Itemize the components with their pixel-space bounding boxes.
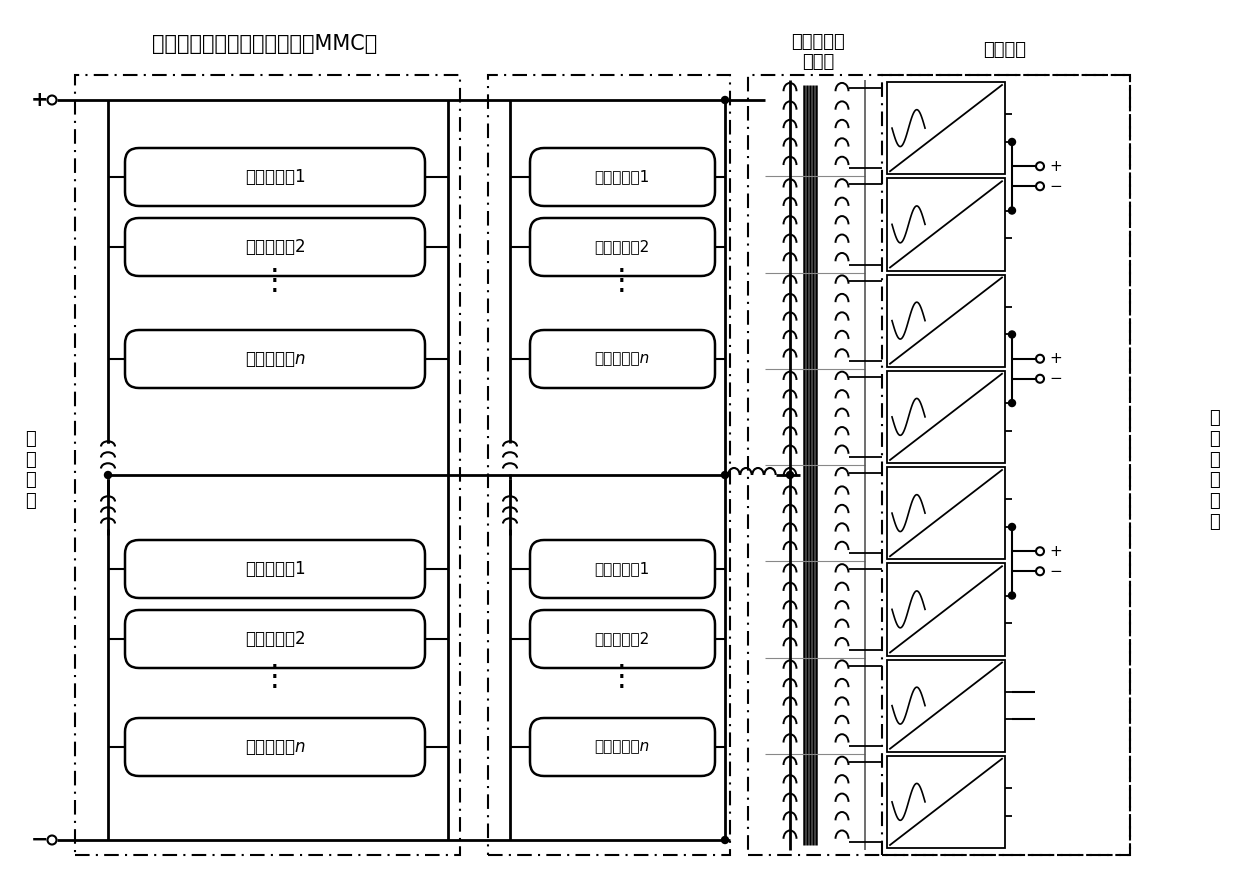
Text: ·: ·: [618, 673, 626, 703]
Circle shape: [786, 471, 794, 478]
FancyBboxPatch shape: [529, 330, 715, 388]
Text: ·: ·: [270, 258, 280, 286]
Text: ·: ·: [270, 277, 280, 307]
Circle shape: [1008, 592, 1016, 599]
Bar: [748, 75, 1130, 855]
Bar: [887, 659, 1004, 751]
Bar: [882, 75, 1130, 855]
FancyBboxPatch shape: [125, 148, 425, 206]
Text: 储能子模块2: 储能子模块2: [594, 239, 650, 254]
Text: ·: ·: [618, 664, 626, 693]
FancyBboxPatch shape: [529, 218, 715, 276]
Bar: [489, 75, 730, 855]
Text: −: −: [31, 830, 48, 850]
Bar: [887, 275, 1004, 367]
Bar: [887, 563, 1004, 656]
Text: 储能子模块2: 储能子模块2: [594, 632, 650, 647]
Circle shape: [1008, 400, 1016, 407]
FancyBboxPatch shape: [125, 330, 425, 388]
FancyBboxPatch shape: [125, 540, 425, 598]
Text: 储能型模块化多电平变换器（MMC）: 储能型模块化多电平变换器（MMC）: [153, 34, 378, 54]
Text: +: +: [31, 90, 48, 110]
Text: 储能子模块1: 储能子模块1: [244, 168, 305, 186]
Bar: [887, 756, 1004, 848]
Circle shape: [722, 97, 729, 104]
Text: +: +: [1049, 159, 1061, 174]
Text: ·: ·: [270, 664, 280, 693]
Text: −: −: [1049, 563, 1061, 579]
Text: 多
路
低
压
直
流: 多 路 低 压 直 流: [1210, 409, 1220, 531]
Text: ·: ·: [618, 277, 626, 307]
Text: ·: ·: [618, 268, 626, 297]
Text: ·: ·: [618, 654, 626, 682]
Text: 储能子模块n: 储能子模块n: [244, 738, 305, 756]
Text: 储能子模块n: 储能子模块n: [594, 352, 650, 367]
Bar: [887, 82, 1004, 175]
Text: +: +: [1049, 351, 1061, 366]
Circle shape: [722, 836, 729, 843]
Text: 储能子模块n: 储能子模块n: [244, 350, 305, 368]
Text: −: −: [1049, 371, 1061, 386]
Text: 储能子模块1: 储能子模块1: [594, 562, 650, 577]
Text: 多绕组高频: 多绕组高频: [791, 33, 844, 51]
Circle shape: [1008, 138, 1016, 145]
FancyBboxPatch shape: [125, 718, 425, 776]
FancyBboxPatch shape: [529, 610, 715, 668]
Circle shape: [104, 471, 112, 478]
Text: +: +: [1049, 544, 1061, 559]
Text: ·: ·: [618, 258, 626, 286]
Text: 储能子模块n: 储能子模块n: [594, 740, 650, 755]
Circle shape: [1008, 331, 1016, 338]
Text: ·: ·: [270, 654, 280, 682]
Circle shape: [1008, 207, 1016, 214]
Text: 整流单元: 整流单元: [983, 41, 1027, 59]
Text: 变压器: 变压器: [802, 53, 835, 71]
FancyBboxPatch shape: [529, 718, 715, 776]
FancyBboxPatch shape: [529, 148, 715, 206]
FancyBboxPatch shape: [125, 218, 425, 276]
Text: 储能子模块2: 储能子模块2: [244, 630, 305, 648]
Bar: [887, 467, 1004, 559]
Text: 储能子模块1: 储能子模块1: [244, 560, 305, 578]
Bar: [74, 75, 460, 855]
Circle shape: [722, 471, 729, 478]
Text: 高
压
直
流: 高 压 直 流: [25, 430, 36, 510]
Text: 储能子模块1: 储能子模块1: [594, 169, 650, 184]
Circle shape: [1008, 524, 1016, 531]
Text: ·: ·: [270, 268, 280, 297]
Text: −: −: [1049, 179, 1061, 194]
Bar: [887, 370, 1004, 463]
FancyBboxPatch shape: [529, 540, 715, 598]
Text: ·: ·: [270, 673, 280, 703]
Bar: [887, 178, 1004, 270]
Text: 储能子模块2: 储能子模块2: [244, 238, 305, 256]
FancyBboxPatch shape: [125, 610, 425, 668]
